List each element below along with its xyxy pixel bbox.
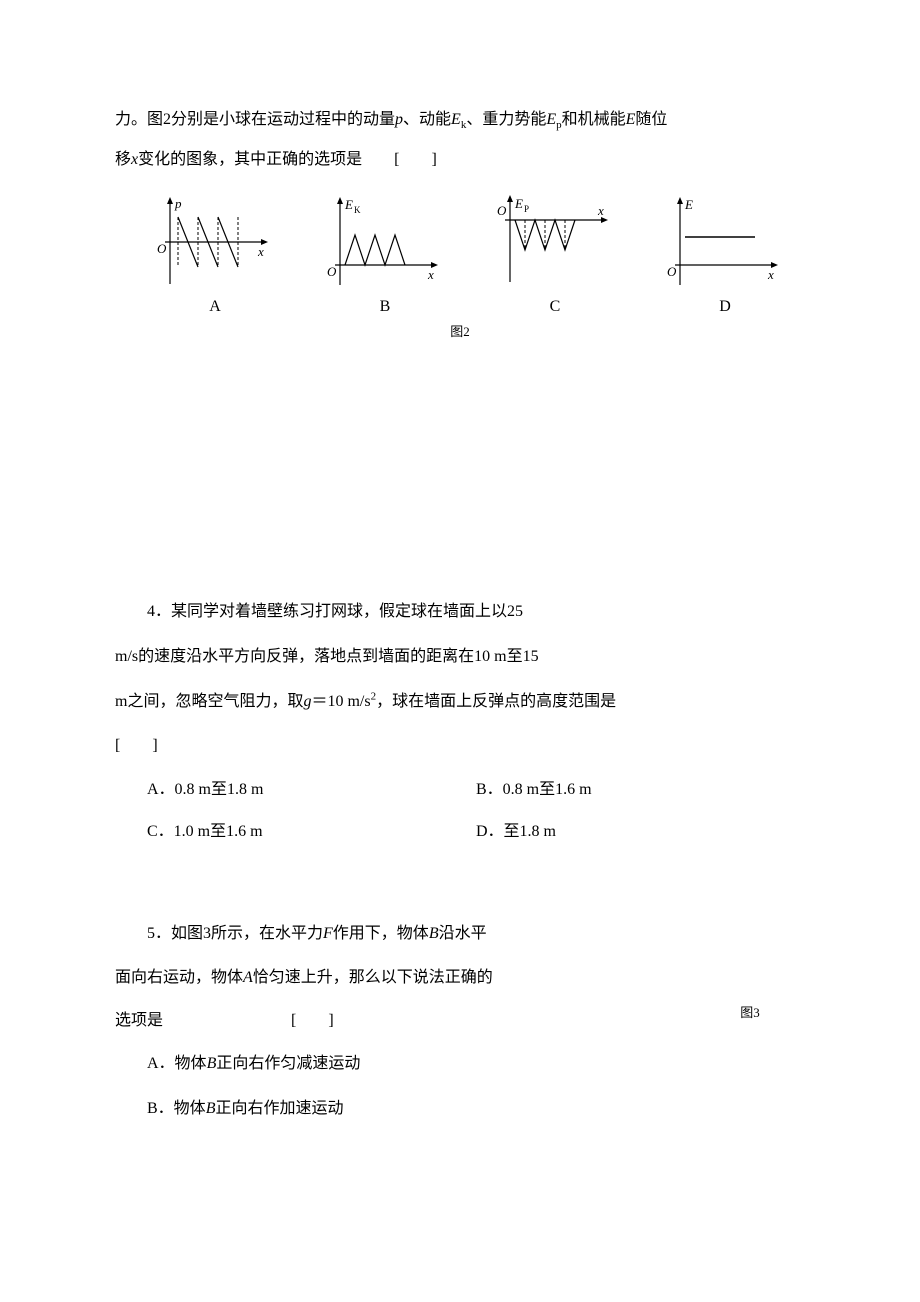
chart-c-xlabel: x bbox=[597, 203, 604, 218]
q4-l1: 4．某同学对着墙壁练习打网球，假定球在墙面上以25 bbox=[115, 603, 523, 620]
chart-b: E K x O B bbox=[305, 195, 465, 316]
q4-l3b: ＝10 m/s bbox=[311, 693, 370, 710]
q5-l1c: 沿水平 bbox=[439, 925, 487, 942]
q5-l2b: 恰匀速上升，那么以下说法正确的 bbox=[253, 969, 493, 986]
q5-block: 5．如图3所示，在水平力F作用下，物体B沿水平 面向右运动，物体A恰匀速上升，那… bbox=[115, 912, 805, 1042]
chart-b-label: B bbox=[380, 298, 391, 316]
q4-choice-c: C．1.0 m至1.6 m bbox=[147, 811, 476, 853]
chart-d-ylabel: E bbox=[684, 197, 693, 212]
chart-a-ylabel: p bbox=[174, 196, 182, 211]
q5-l1b: 作用下，物体 bbox=[333, 925, 429, 942]
q5a-a: A．物体 bbox=[147, 1055, 207, 1072]
q4-choice-b: B．0.8 m至1.6 m bbox=[476, 769, 805, 811]
q4-bracket: [ ] bbox=[115, 737, 158, 754]
chart-a: p x O A bbox=[135, 195, 295, 316]
q5-a1: A bbox=[243, 969, 253, 986]
chart-d: E x O D bbox=[645, 195, 805, 316]
q4-choices-ab: A．0.8 m至1.8 m B．0.8 m至1.6 m bbox=[147, 769, 805, 811]
q5b-c: 正向右作加速运动 bbox=[215, 1100, 343, 1117]
q5a-c: 正向右作匀减速运动 bbox=[216, 1055, 360, 1072]
q5-f: F bbox=[323, 925, 333, 942]
chart-d-svg: E x O bbox=[650, 195, 800, 290]
q5b-b: B bbox=[206, 1100, 216, 1117]
q3-ek: E bbox=[451, 111, 461, 128]
chart-a-xlabel: x bbox=[257, 244, 264, 259]
figure3-caption: 图3 bbox=[740, 1005, 760, 1020]
q5a-b: B bbox=[207, 1055, 217, 1072]
figure2-caption: 图2 bbox=[115, 321, 805, 340]
chart-d-label: D bbox=[719, 298, 731, 316]
figure2-row: p x O A bbox=[135, 195, 805, 316]
q4-text: 4．某同学对着墙壁练习打网球，假定球在墙面上以25 m/s的速度沿水平方向反弹，… bbox=[115, 590, 805, 769]
q4-choice-a: A．0.8 m至1.8 m bbox=[147, 769, 476, 811]
chart-a-svg: p x O bbox=[140, 195, 290, 290]
chart-c-ylabel: E bbox=[514, 196, 523, 211]
q3-ep: E bbox=[546, 111, 556, 128]
q5-l1a: 5．如图3所示，在水平力 bbox=[115, 925, 323, 942]
chart-c-ysub: P bbox=[524, 204, 529, 214]
q3-s2: 、重力势能 bbox=[466, 111, 546, 128]
q4-l3a: m之间，忽略空气阻力，取 bbox=[115, 693, 303, 710]
figure3-caption-wrap: 图3 bbox=[695, 912, 805, 1042]
q5-choice-a: A．物体B正向右作匀减速运动 bbox=[147, 1042, 805, 1087]
q3-text: 力。图2分别是小球在运动过程中的动量p、动能Ek、重力势能Ep和机械能E随位 移… bbox=[115, 100, 805, 180]
q5-text: 5．如图3所示，在水平力F作用下，物体B沿水平 面向右运动，物体A恰匀速上升，那… bbox=[115, 912, 695, 1042]
chart-d-origin: O bbox=[667, 264, 677, 279]
q4-choice-d: D．至1.8 m bbox=[476, 811, 805, 853]
q3-s1: 、动能 bbox=[403, 111, 451, 128]
chart-b-ylabel: E bbox=[344, 197, 353, 212]
chart-b-xlabel: x bbox=[427, 267, 434, 282]
q4-l2: m/s的速度沿水平方向反弹，落地点到墙面的距离在10 m至15 bbox=[115, 648, 539, 665]
chart-c: E P x O C bbox=[475, 195, 635, 316]
q3-t2b: 变化的图象，其中正确的选项是 [ ] bbox=[138, 151, 437, 168]
q5-l3: 选项是 [ ] bbox=[115, 1012, 334, 1029]
q5b-a: B．物体 bbox=[147, 1100, 206, 1117]
chart-c-label: C bbox=[550, 298, 561, 316]
chart-a-label: A bbox=[209, 298, 221, 316]
q4-l3c: ，球在墙面上反弹点的高度范围是 bbox=[376, 693, 616, 710]
q5-l2a: 面向右运动，物体 bbox=[115, 969, 243, 986]
q5-b1: B bbox=[429, 925, 439, 942]
q3-t1e: 随位 bbox=[635, 111, 667, 128]
chart-c-svg: E P x O bbox=[480, 195, 630, 290]
chart-b-svg: E K x O bbox=[310, 195, 460, 290]
q3-t1: 力。图2分别是小球在运动过程中的动量 bbox=[115, 111, 395, 128]
chart-c-origin: O bbox=[497, 203, 507, 218]
q5-choice-b: B．物体B正向右作加速运动 bbox=[147, 1087, 805, 1132]
chart-b-origin: O bbox=[327, 264, 337, 279]
chart-d-xlabel: x bbox=[767, 267, 774, 282]
q3-p: p bbox=[395, 111, 403, 128]
chart-b-ysub: K bbox=[354, 205, 361, 215]
q3-e: E bbox=[626, 111, 636, 128]
q4-choices-cd: C．1.0 m至1.6 m D．至1.8 m bbox=[147, 811, 805, 853]
q3-s3: 和机械能 bbox=[562, 111, 626, 128]
q3-t2a: 移 bbox=[115, 151, 131, 168]
chart-a-origin: O bbox=[157, 241, 167, 256]
